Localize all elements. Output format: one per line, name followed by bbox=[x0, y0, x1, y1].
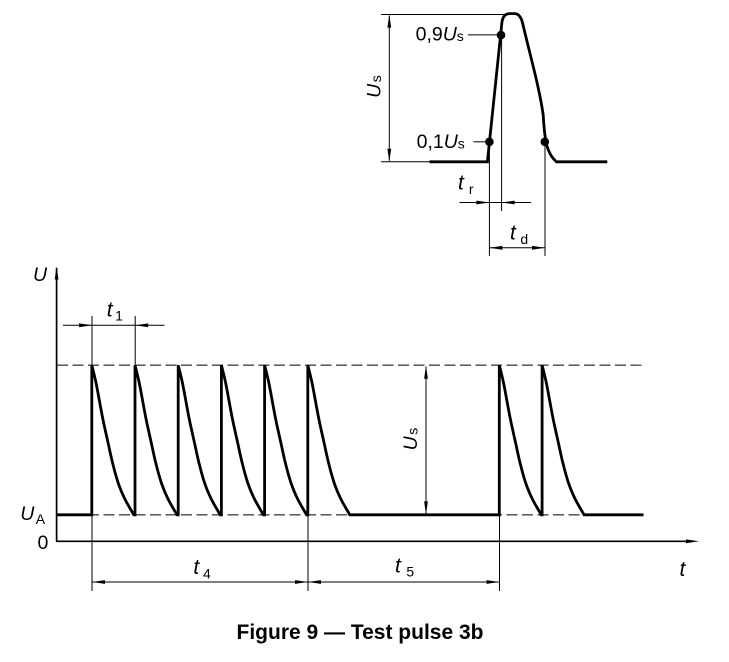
svg-text:Us: Us bbox=[400, 428, 422, 451]
svg-text:UA: UA bbox=[20, 503, 46, 527]
svg-text:t: t bbox=[680, 558, 687, 581]
svg-text:Us: Us bbox=[364, 75, 386, 98]
svg-text:tr: tr bbox=[458, 172, 474, 198]
svg-text:0,9Us: 0,9Us bbox=[416, 24, 464, 46]
svg-text:0: 0 bbox=[38, 532, 49, 554]
svg-text:U: U bbox=[33, 264, 48, 286]
svg-text:t4: t4 bbox=[193, 556, 211, 581]
svg-text:t5: t5 bbox=[395, 555, 414, 580]
svg-text:t1: t1 bbox=[107, 298, 123, 323]
svg-text:td: td bbox=[510, 222, 528, 248]
svg-text:Figure 9 — Test pulse 3b: Figure 9 — Test pulse 3b bbox=[237, 621, 484, 644]
svg-text:0,1Us: 0,1Us bbox=[417, 131, 465, 153]
